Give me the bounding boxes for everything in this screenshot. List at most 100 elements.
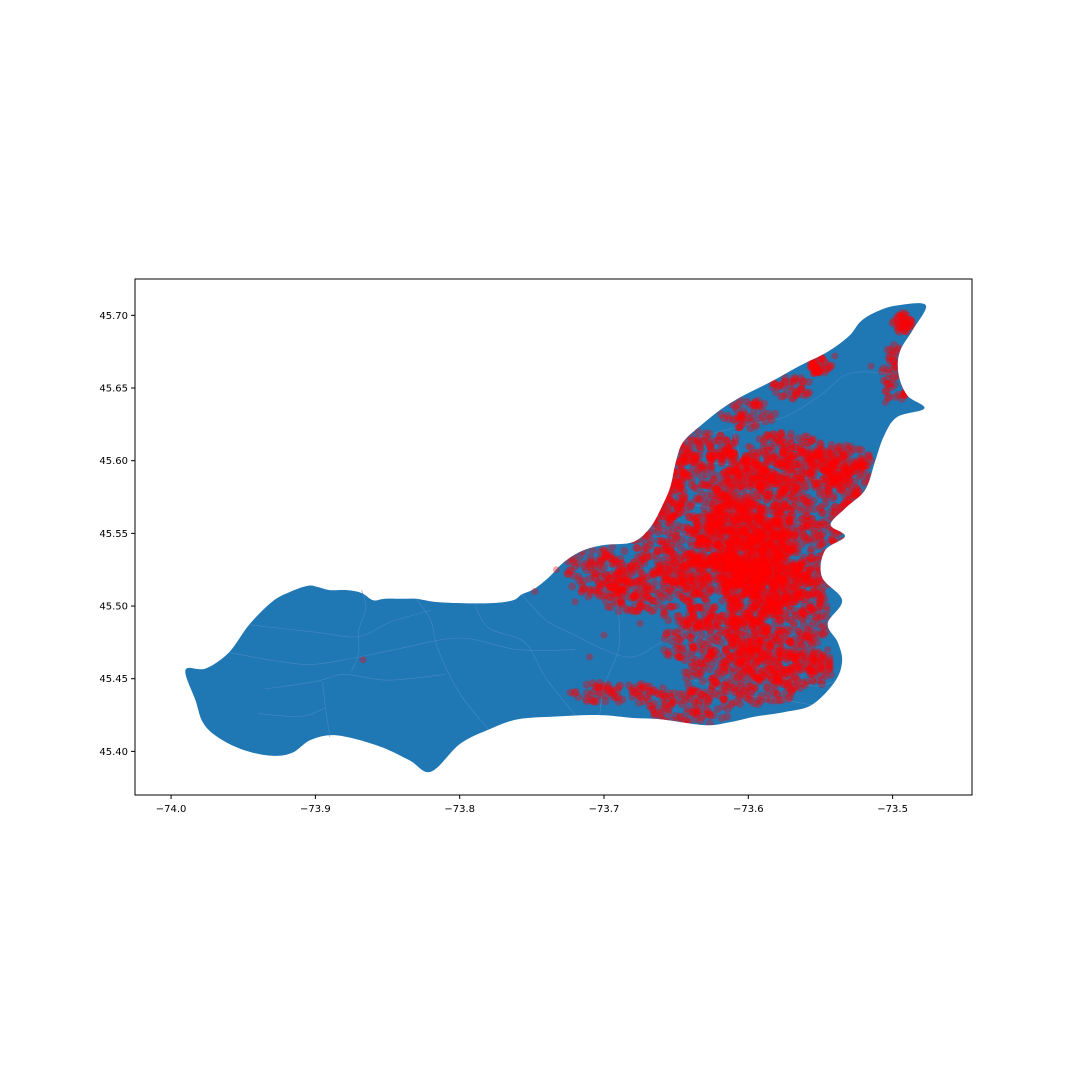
data-point [780,595,789,604]
data-point [755,527,764,536]
data-point [737,502,746,511]
data-point [810,505,819,513]
data-point [775,563,784,572]
data-point [732,587,740,596]
data-point [702,552,711,561]
data-point [751,532,760,541]
data-point [706,455,715,464]
data-point [759,503,768,512]
data-point [689,456,698,465]
data-point [581,559,590,568]
data-point [692,469,701,478]
data-point [778,447,787,456]
data-point [777,524,786,533]
data-point [659,555,668,564]
data-point [777,508,786,517]
data-point [706,483,714,492]
data-point [737,580,746,589]
data-point [766,526,775,535]
data-point [664,576,673,585]
data-point [737,574,746,583]
data-point [705,586,714,595]
data-point [696,445,705,454]
data-point [571,598,579,606]
data-point [849,463,858,472]
data-point [775,381,784,390]
data-point [789,503,798,512]
data-point [730,580,739,588]
data-point [700,503,709,512]
data-point [787,578,796,587]
data-point [787,492,795,501]
data-point [707,453,716,462]
data-point [821,499,830,508]
data-point [778,484,787,493]
data-point [730,489,739,498]
data-point [697,489,706,498]
data-point [772,593,781,602]
data-point [730,633,739,642]
data-point [745,566,754,575]
data-point [643,531,652,540]
data-point [679,562,688,571]
data-point [774,579,783,588]
data-point [765,598,774,606]
data-point [738,570,747,579]
data-point [715,481,723,490]
x-tick-label: −73.9 [300,804,331,815]
district-boundary [351,590,367,672]
data-point [765,492,774,501]
data-point [802,508,810,516]
data-point [757,466,766,474]
data-point [770,557,779,566]
data-point [713,488,722,497]
data-point [714,436,722,445]
data-point [712,574,721,583]
data-point [769,479,778,488]
data-point [686,513,694,521]
data-point [837,473,846,482]
data-point [552,566,560,574]
data-point [793,485,802,494]
data-point [825,468,833,477]
data-point [728,565,737,574]
data-point [712,515,720,524]
data-point [741,493,750,502]
data-point [654,561,663,570]
data-point [750,536,759,545]
data-point [566,688,575,697]
data-point [824,490,833,499]
data-point [676,499,685,508]
data-point [686,529,694,538]
data-point [743,479,752,488]
data-point [845,495,854,504]
data-point [755,482,764,491]
data-point [772,510,781,519]
data-point [807,659,816,668]
data-point [695,451,704,460]
data-point [743,581,752,590]
data-point [764,569,773,578]
y-tick-label: 45.60 [99,456,128,467]
data-point [737,523,746,532]
data-point [728,478,737,487]
data-point [757,507,766,516]
data-point [690,529,699,538]
data-point [772,501,781,510]
data-point [742,551,751,560]
data-point [830,503,839,512]
data-point [721,547,729,556]
data-point [776,430,785,439]
data-point [688,560,697,569]
data-point [827,464,836,473]
data-point [781,485,790,494]
data-point [647,536,655,545]
data-point [746,507,755,516]
data-point [763,553,772,562]
data-point [753,637,762,646]
data-point [718,582,727,591]
data-point [667,555,675,564]
data-point [735,575,744,584]
data-point [813,453,822,461]
data-point [712,509,721,518]
